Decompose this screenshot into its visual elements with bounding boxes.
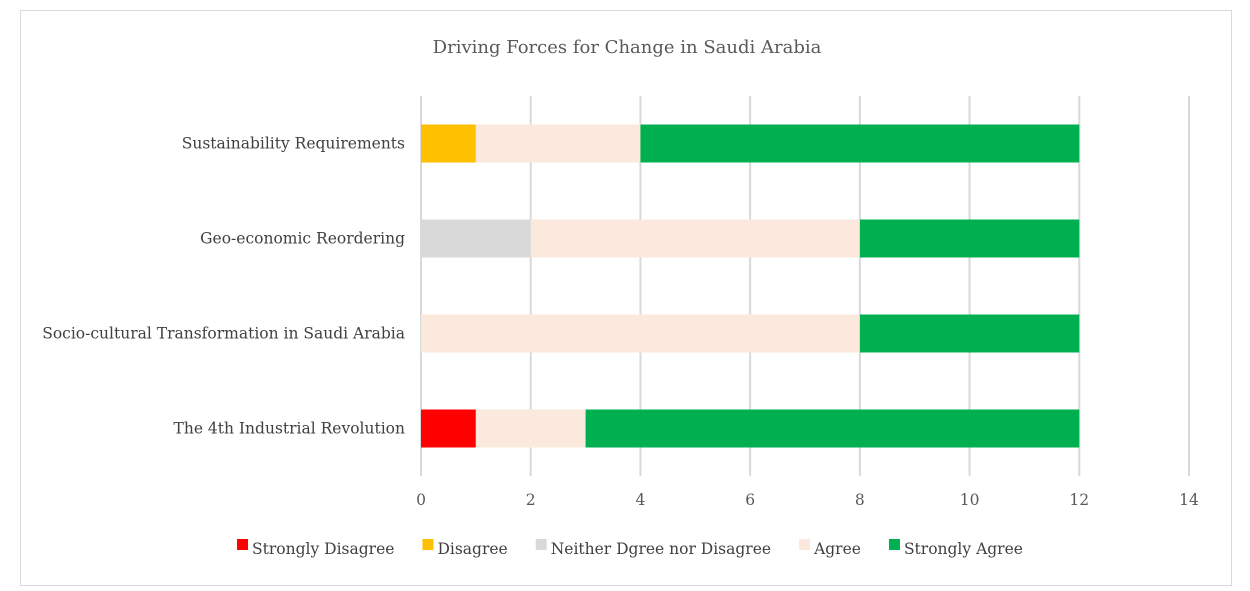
bars — [421, 124, 1080, 448]
legend-label: Strongly Agree — [904, 540, 1023, 558]
bar-segment — [585, 409, 1080, 448]
category-label: Geo-economic Reordering — [200, 230, 405, 248]
legend-label: Agree — [813, 540, 861, 558]
x-tick-label: 6 — [745, 491, 755, 509]
legend-item: Strongly Disagree — [237, 539, 394, 558]
legend-swatch — [237, 539, 249, 550]
x-tick-label: 4 — [635, 491, 645, 509]
x-tick-label: 14 — [1179, 491, 1199, 509]
legend-item: Disagree — [422, 539, 508, 558]
legend-swatch — [422, 539, 434, 550]
x-tick-label: 10 — [960, 491, 980, 509]
chart-title: Driving Forces for Change in Saudi Arabi… — [433, 37, 822, 58]
bar-segment — [859, 314, 1080, 353]
bar-segment — [421, 314, 860, 353]
category-label: The 4th Industrial Revolution — [174, 420, 405, 438]
x-tick-label: 2 — [526, 491, 536, 509]
x-tick-labels: 0 2 4 6 8 10 12 14 — [416, 491, 1199, 509]
chart-frame — [20, 10, 1232, 586]
bar-segment — [421, 124, 476, 163]
x-tick-label: 8 — [855, 491, 865, 509]
x-tick-label: 0 — [416, 491, 426, 509]
bar-segment — [421, 219, 531, 258]
legend-swatch — [888, 539, 900, 550]
legend-label: Disagree — [437, 540, 507, 558]
bar-segment — [475, 409, 586, 448]
legend-item: Agree — [799, 539, 861, 558]
legend-swatch — [535, 539, 547, 550]
bar-segment — [421, 409, 476, 448]
bar-segment — [859, 219, 1080, 258]
bar-segment — [530, 219, 860, 258]
legend-label: Neither Dgree nor Disagree — [551, 540, 771, 558]
bar-segment — [475, 124, 641, 163]
legend-item: Neither Dgree nor Disagree — [535, 539, 771, 558]
legend-swatch — [799, 539, 811, 550]
category-labels: The 4th Industrial Revolution Socio-cultu… — [42, 135, 405, 438]
category-label: Sustainability Requirements — [182, 135, 405, 153]
bar-segment — [640, 124, 1080, 163]
legend-item: Strongly Agree — [888, 539, 1023, 558]
x-tick-label: 12 — [1069, 491, 1089, 509]
legend-label: Strongly Disagree — [252, 540, 394, 558]
legend: Strongly Disagree Disagree Neither Dgree n… — [237, 539, 1023, 558]
category-label: Socio-cultural Transformation in Saudi A… — [42, 325, 405, 343]
